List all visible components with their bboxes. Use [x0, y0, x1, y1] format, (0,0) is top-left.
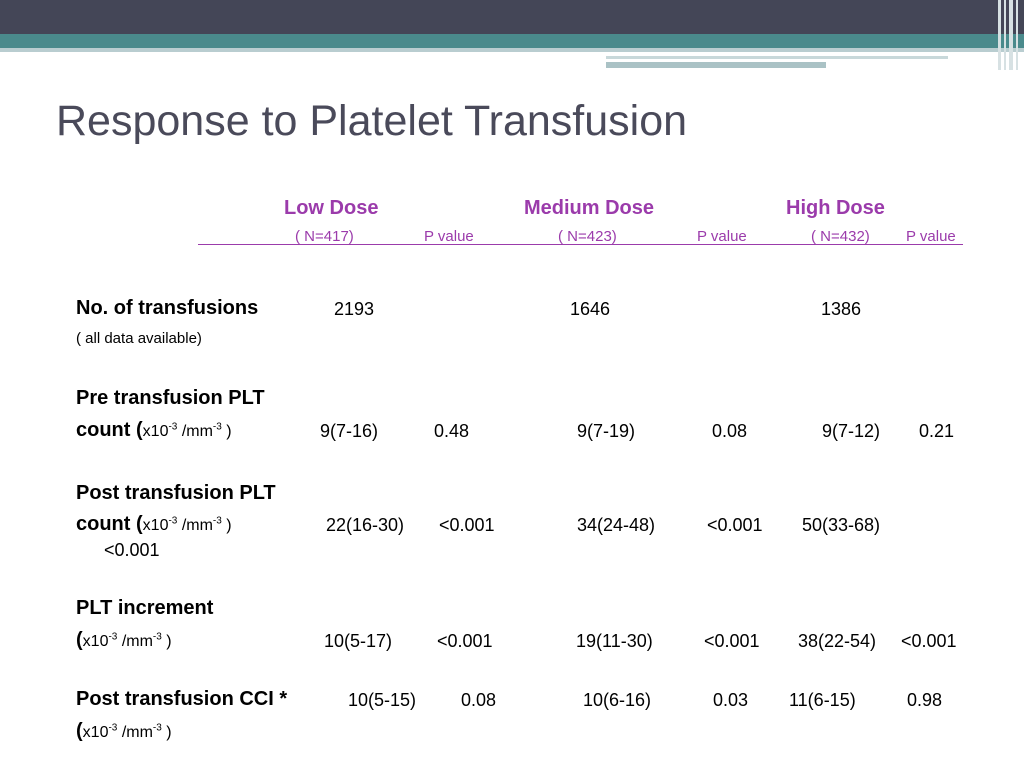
header-band-teal	[0, 34, 1024, 48]
cell-cci-medium-pvalue: 0.03	[713, 690, 749, 710]
header-underline	[198, 244, 963, 245]
header-medium-n: ( N=423)	[558, 228, 617, 245]
header-low-pvalue: P value	[424, 228, 474, 245]
cell-increment-low: 10(5-17)	[324, 631, 393, 651]
cell-transfusions-low: 2193	[334, 299, 375, 319]
row-label-increment: PLT increment	[76, 597, 214, 619]
row-label-increment-unit: (x10-3 /mm-3 )	[76, 629, 172, 651]
header-low-dose: Low Dose	[284, 197, 379, 219]
cell-pre-medium-pvalue: 0.08	[712, 421, 748, 441]
cell-post-low-pvalue: <0.001	[439, 515, 495, 535]
row-label-post-unit: count (x10-3 /mm-3 )	[76, 513, 232, 535]
row-note-transfusions: ( all data available)	[76, 330, 202, 347]
cell-post-medium-pvalue: <0.001	[707, 515, 763, 535]
header-vertical-lines	[994, 0, 1024, 70]
cell-cci-medium: 10(6-16)	[583, 690, 652, 710]
header-high-pvalue: P value	[906, 228, 956, 245]
cell-pre-medium: 9(7-19)	[577, 421, 636, 441]
row-label-post-line1: Post transfusion PLT	[76, 482, 276, 504]
cell-increment-high-pvalue: <0.001	[901, 631, 957, 651]
header-deco-line	[606, 56, 948, 59]
cell-increment-high: 38(22-54)	[798, 631, 877, 651]
cell-post-low: 22(16-30)	[326, 515, 405, 535]
header-band-light	[0, 48, 1024, 52]
slide-title: Response to Platelet Transfusion	[56, 97, 688, 145]
header-band-dark	[0, 0, 1024, 34]
header-medium-pvalue: P value	[697, 228, 747, 245]
row-label-transfusions: No. of transfusions	[76, 297, 259, 319]
row-label-pre-unit: count (x10-3 /mm-3 )	[76, 419, 232, 441]
cell-cci-low: 10(5-15)	[348, 690, 417, 710]
cell-post-high-pvalue: <0.001	[104, 540, 160, 560]
cell-post-medium: 34(24-48)	[577, 515, 656, 535]
row-label-pre-line1: Pre transfusion PLT	[76, 387, 265, 409]
cell-post-high: 50(33-68)	[802, 515, 881, 535]
cell-pre-high: 9(7-12)	[822, 421, 881, 441]
header-high-n: ( N=432)	[811, 228, 870, 245]
header-deco-line	[606, 62, 826, 68]
cell-cci-low-pvalue: 0.08	[461, 690, 497, 710]
row-label-cci-unit: (x10-3 /mm-3 )	[76, 720, 172, 742]
cell-cci-high: 11(6-15)	[789, 690, 856, 710]
row-label-cci: Post transfusion CCI *	[76, 688, 288, 710]
header-low-n: ( N=417)	[295, 228, 354, 245]
cell-increment-medium: 19(11-30)	[576, 631, 653, 651]
cell-increment-medium-pvalue: <0.001	[704, 631, 760, 651]
cell-cci-high-pvalue: 0.98	[907, 690, 943, 710]
cell-transfusions-high: 1386	[821, 299, 862, 319]
cell-increment-low-pvalue: <0.001	[437, 631, 493, 651]
header-medium-dose: Medium Dose	[524, 197, 655, 219]
cell-pre-low: 9(7-16)	[320, 421, 379, 441]
header-high-dose: High Dose	[786, 197, 885, 219]
cell-pre-high-pvalue: 0.21	[919, 421, 955, 441]
cell-pre-low-pvalue: 0.48	[434, 421, 470, 441]
cell-transfusions-medium: 1646	[570, 299, 611, 319]
